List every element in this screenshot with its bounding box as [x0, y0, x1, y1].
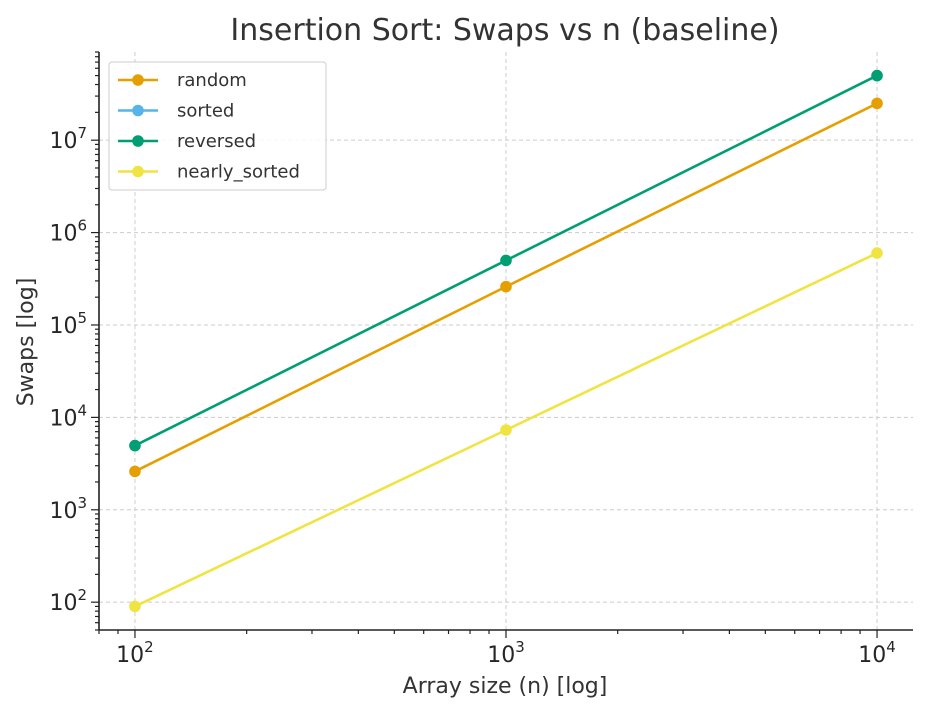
- legend-label: random: [177, 70, 247, 91]
- y-tick-label: 102: [49, 586, 87, 616]
- data-point-reversed: [129, 439, 141, 452]
- legend-swatch-marker: [132, 135, 144, 147]
- data-point-reversed: [871, 69, 883, 82]
- data-point-nearly_sorted: [500, 424, 512, 436]
- x-tick-label: 104: [858, 638, 896, 668]
- y-tick-label: 107: [49, 124, 87, 154]
- legend-label: nearly_sorted: [177, 162, 300, 183]
- x-tick-label: 102: [116, 638, 154, 668]
- legend-label: sorted: [177, 101, 234, 122]
- legend-swatch-marker: [132, 74, 144, 86]
- chart-title: Insertion Sort: Swaps vs n (baseline): [230, 13, 779, 48]
- legend-label: reversed: [177, 131, 256, 152]
- data-point-random: [871, 97, 883, 110]
- data-point-random: [500, 280, 512, 293]
- legend-swatch-marker: [132, 165, 144, 178]
- x-axis-label: Array size (n) [log]: [403, 674, 608, 699]
- y-axis-label: Swaps [log]: [14, 278, 39, 407]
- x-tick-label: 103: [487, 638, 525, 668]
- legend: random sorted reversed nearly_sorted: [108, 61, 327, 191]
- y-tick-label: 103: [49, 494, 87, 524]
- data-point-nearly_sorted: [871, 247, 883, 259]
- legend-box: [108, 61, 327, 191]
- data-point-random: [129, 465, 141, 478]
- legend-swatch-marker: [132, 104, 144, 117]
- axis-ticks: 102 103 104 102 103 104 105 106 107: [49, 51, 896, 668]
- series-lines: [129, 69, 883, 613]
- y-tick-label: 106: [49, 217, 87, 247]
- y-tick-label: 104: [49, 401, 87, 431]
- y-tick-label: 105: [49, 309, 87, 339]
- data-point-reversed: [500, 254, 512, 267]
- data-point-nearly_sorted: [129, 600, 141, 613]
